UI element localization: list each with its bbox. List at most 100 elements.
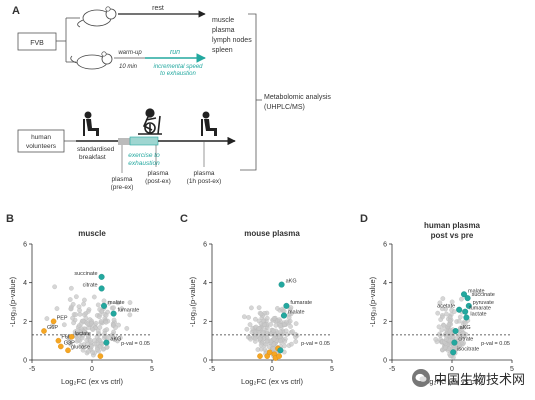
x-axis-label: Log₂FC (ex vs ctrl) [241,377,304,386]
data-point [256,326,262,331]
highlight-point [281,312,288,319]
data-point [460,330,466,336]
data-point [104,327,110,332]
data-point [95,302,101,308]
data-point [293,331,298,337]
panel-letter: C [180,213,188,225]
person-sitting-icon [83,111,99,136]
plasma-pre: plasma [112,176,133,183]
data-point [248,336,253,342]
data-point [111,305,116,311]
point-label: PEP [57,315,68,321]
highlight-point [65,347,71,354]
point-label: F6P [61,335,71,341]
data-point [456,318,462,324]
point-label: malate [108,300,125,306]
data-point [277,338,283,343]
fvb-box [17,32,57,51]
y-tick-label: 4 [383,280,387,287]
data-point [457,335,463,341]
chart-subtitle: post vs pre [431,231,474,240]
data-point [81,301,86,307]
data-point [258,311,264,317]
data-point [100,346,106,352]
data-point [111,322,116,328]
warmup-time: 10 min [119,64,138,70]
data-point [256,305,262,310]
highlight-point [276,353,283,359]
tissue-label: muscle [212,17,234,24]
data-point [68,341,74,347]
data-point [275,306,280,311]
y-axis-label: -Log₁₀(p-value) [8,276,17,327]
point-label: malate [288,310,305,316]
data-point [450,333,456,339]
data-point [80,347,86,353]
highlight-point [50,318,57,325]
panel-a-letter: A [12,5,20,17]
y-tick-label: 0 [203,358,207,365]
data-point [90,350,95,355]
data-point [446,322,452,328]
chart-title: human plasma [424,221,481,230]
watermark: 中国生物技术网 [412,367,525,389]
data-point [457,314,463,320]
breakfast-label: breakfast [79,154,106,161]
data-point [101,298,107,304]
panel-a: A FVB rest warm-up run 10 min incrementa… [12,5,331,191]
data-point [252,335,258,341]
y-tick-label: 0 [23,358,27,365]
data-point [437,300,443,306]
data-point [73,312,79,317]
data-point [44,316,50,321]
data-point [439,327,445,333]
run-sub2: to exhaustion [160,71,196,77]
point-label: lactate [470,311,486,317]
data-point [82,312,87,318]
data-point [118,335,123,341]
point-label: succinate [74,271,97,277]
data-point [85,349,91,354]
data-point [458,325,463,331]
data-point [253,316,258,322]
highlight-point [278,281,285,288]
analysis-label: Metabolomic analysis [264,94,331,101]
highlight-point [266,349,273,356]
panel-letter: B [6,213,14,225]
point-label: aKG [286,279,297,285]
data-point [448,353,453,359]
data-point [95,347,100,352]
data-point [106,300,112,306]
data-point [70,301,76,307]
y-tick-label: 6 [203,242,207,249]
data-point [76,323,82,329]
data-point [82,297,87,303]
data-point [67,297,73,302]
data-point [93,320,99,326]
data-point [246,315,251,320]
threshold-label: p-val = 0.05 [121,341,150,347]
x-axis-label: Log₂FC (ex vs ctrl) [421,377,484,386]
point-label: aKG [460,325,471,331]
data-point [81,329,87,335]
data-point [119,306,125,312]
data-point [68,285,74,291]
data-point [289,341,294,347]
data-point [447,318,453,324]
threshold-label: p-val = 0.05 [301,341,330,347]
highlight-point [257,353,263,359]
highlight-point [55,337,62,344]
chart-title: mouse plasma [244,229,300,238]
tissue-label: plasma [212,27,235,34]
chart-title: muscle [78,229,106,238]
highlight-point [100,302,107,309]
plasma-pre-sub: (pre-ex) [111,184,134,191]
highlight-point [41,328,47,334]
data-point [77,311,83,317]
human-label: volunteers [26,143,57,150]
y-tick-label: 4 [23,280,27,287]
data-point [111,317,117,323]
